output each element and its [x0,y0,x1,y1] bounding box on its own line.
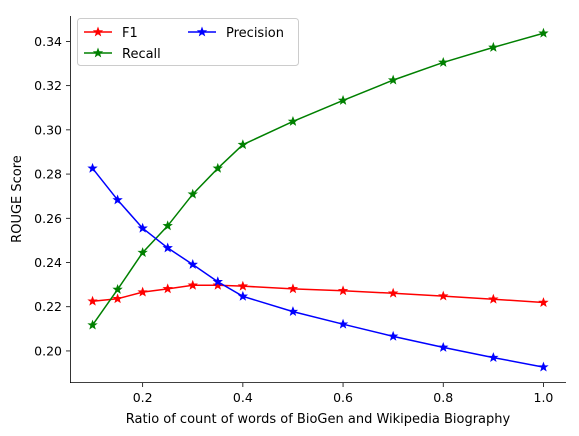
f1-point [162,283,173,294]
y-tick-label: 0.32 [34,78,62,93]
recall-legend-label: Recall [122,47,161,62]
f1-point [287,283,299,294]
precision-point [237,290,249,301]
f1-point [387,287,399,298]
precision-point [112,194,123,205]
f1-point [137,286,148,297]
recall-point [162,220,173,231]
precision-legend-marker [196,26,208,37]
precision-point [337,318,349,329]
f1-point [237,280,249,291]
legend: F1 Recall Precision [77,18,299,66]
f1-point [488,293,499,304]
f1-legend-marker [92,26,104,37]
y-tick-label: 0.28 [34,167,62,182]
precision-point [87,162,98,173]
recall-series-line [91,32,544,326]
precision-point [387,330,399,341]
x-tick-label: 1.0 [534,390,554,405]
recall-point [337,94,349,105]
x-axis-label: Ratio of count of words of BioGen and Wi… [126,412,511,427]
plot-area [87,27,549,372]
y-tick-label: 0.26 [34,211,62,226]
precision-point [187,259,198,269]
precision-point [137,222,148,233]
y-tick-label: 0.22 [34,299,62,314]
recall-point [438,56,449,67]
recall-legend-marker [92,47,104,58]
f1-series-line [92,284,544,304]
y-tick-label: 0.30 [34,122,62,137]
recall-point [538,27,549,38]
x-tick-label: 0.6 [333,390,353,405]
recall-point [87,319,98,330]
precision-point [488,352,499,362]
y-axis-label: ROUGE Score [10,155,25,243]
recall-point [112,284,123,294]
recall-point [387,74,399,85]
precision-point [538,361,549,372]
recall-point [137,247,148,257]
y-tick-label: 0.34 [34,34,62,49]
x-tick-label: 0.8 [433,390,453,405]
recall-point [237,139,249,150]
f1-point [337,285,349,296]
precision-legend-label: Precision [226,26,284,41]
precision-series-line [91,167,544,368]
f1-point [112,293,123,304]
precision-point [212,276,223,287]
axes [70,16,566,383]
y-tick-label: 0.20 [34,343,62,358]
recall-point [187,188,198,199]
f1-point [187,279,198,290]
f1-legend-label: F1 [122,26,138,41]
recall-point [212,162,223,173]
x-tick-label: 0.4 [233,390,253,405]
f1-point [438,290,449,301]
precision-point [162,242,173,253]
f1-point [87,295,98,306]
precision-point [438,341,449,352]
f1-point [538,297,549,307]
legend-box [77,18,299,66]
recall-point [287,116,299,126]
ticks: 0.2 0.4 0.6 0.8 1.0 0.20 0.22 0.24 0.26 0.28 0.30 0… [34,34,553,405]
recall-point [488,41,499,52]
x-tick-label: 0.2 [133,390,153,405]
precision-point [287,306,299,317]
y-tick-label: 0.24 [34,255,62,270]
